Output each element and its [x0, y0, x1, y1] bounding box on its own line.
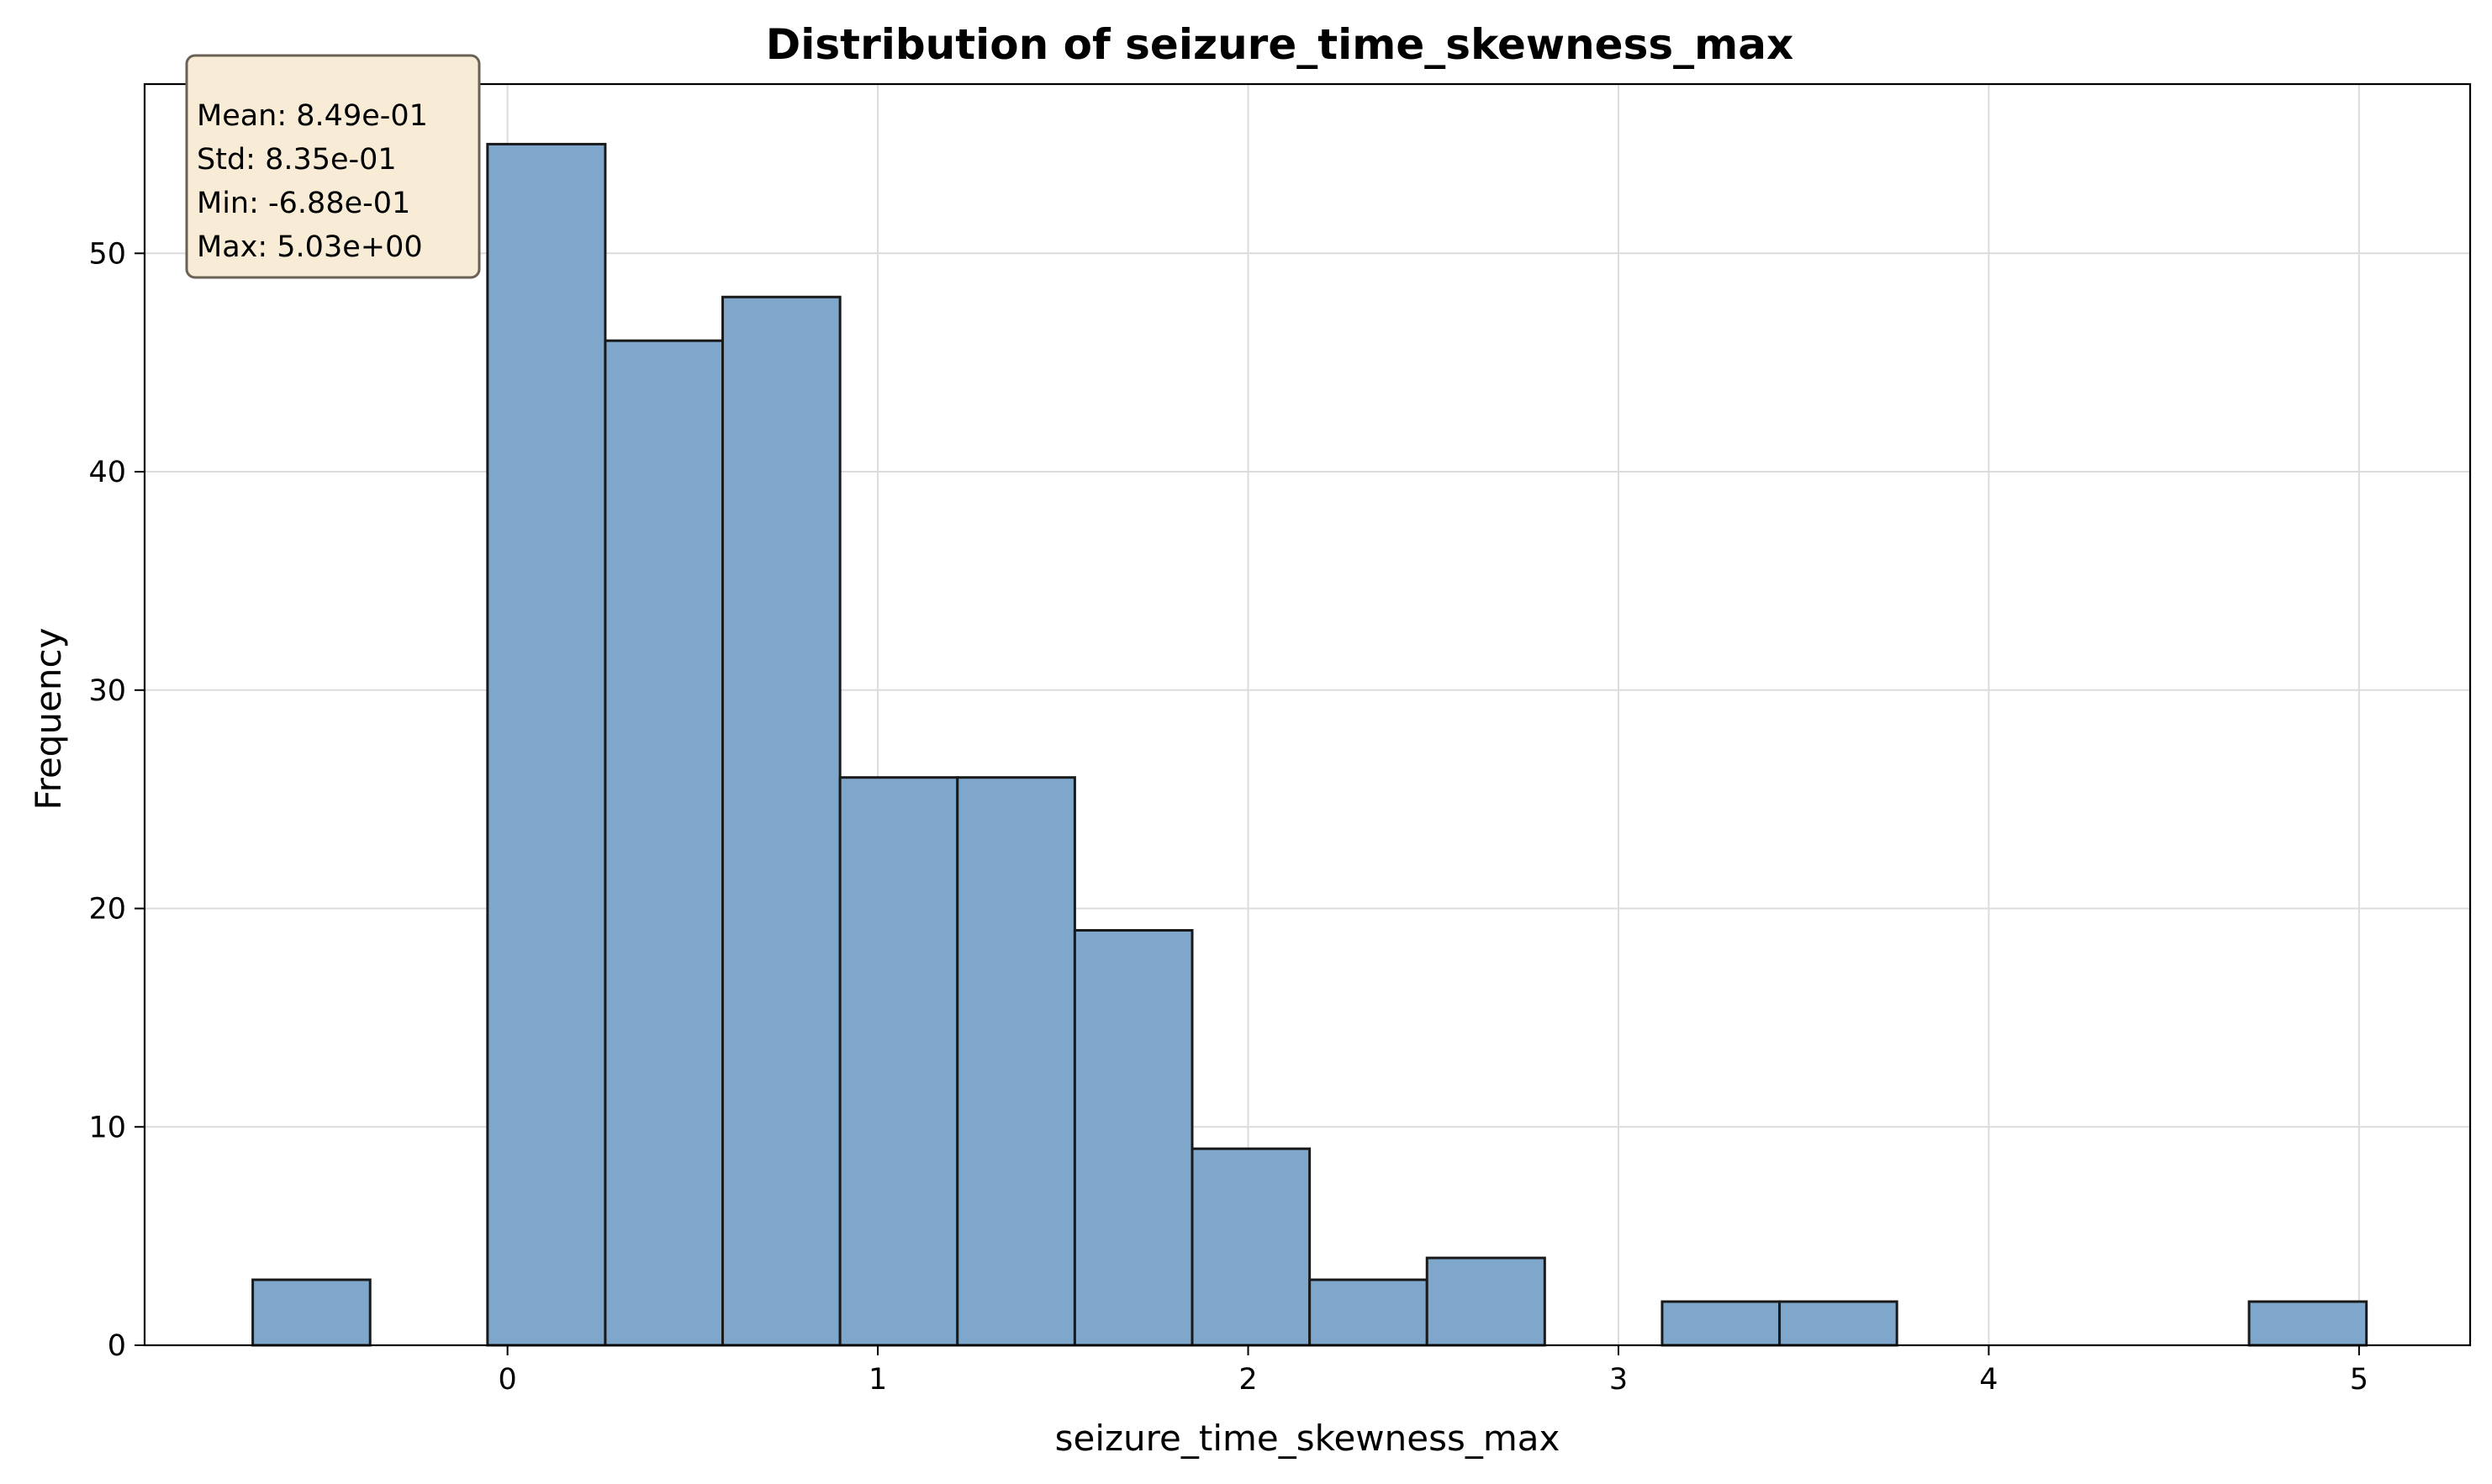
- chart-title: Distribution of seizure_time_skewness_ma…: [766, 20, 1793, 69]
- plot-frame: [143, 82, 2472, 1347]
- stats-mean: Mean: 8.49e-01: [197, 99, 428, 133]
- stats-box: Mean: 8.49e-01 Std: 8.35e-01 Min: -6.88e…: [185, 54, 481, 279]
- histogram-bar: [1425, 1256, 1546, 1347]
- stats-min: Min: -6.88e-01: [197, 187, 410, 220]
- y-axis-label: Frequency: [28, 628, 69, 811]
- bars-layer: [251, 142, 2368, 1347]
- histogram-bar: [956, 776, 1076, 1347]
- histogram-bar: [1073, 928, 1194, 1347]
- y-tick-label: 30: [88, 674, 126, 708]
- y-tick-label: 40: [88, 456, 126, 489]
- stats-max: Max: 5.03e+00: [197, 230, 423, 264]
- histogram-bar: [1660, 1300, 1782, 1347]
- histogram-bar: [251, 1278, 372, 1347]
- histogram-bar: [2247, 1300, 2368, 1347]
- y-tick-label: 50: [88, 237, 126, 271]
- x-tick-label: 5: [2350, 1363, 2368, 1397]
- histogram-bar: [721, 295, 842, 1347]
- stats-std: Std: 8.35e-01: [197, 143, 397, 177]
- x-tick-label: 2: [1238, 1363, 1257, 1397]
- y-tick-label: 20: [88, 893, 126, 927]
- x-tick-label: 4: [1979, 1363, 1998, 1397]
- y-tick-label: 10: [88, 1111, 126, 1144]
- histogram-bar: [486, 142, 607, 1347]
- histogram-bar: [838, 776, 959, 1347]
- x-axis-label: seizure_time_skewness_max: [1055, 1418, 1560, 1459]
- histogram-bar: [1308, 1278, 1428, 1347]
- x-tick-label: 1: [869, 1363, 887, 1397]
- histogram-bar: [1191, 1147, 1312, 1347]
- x-tick-label: 0: [498, 1363, 516, 1397]
- x-tick-label: 3: [1609, 1363, 1628, 1397]
- y-tick-label: 0: [108, 1329, 126, 1363]
- histogram-bar: [1778, 1300, 1898, 1347]
- histogram-bar: [604, 339, 725, 1347]
